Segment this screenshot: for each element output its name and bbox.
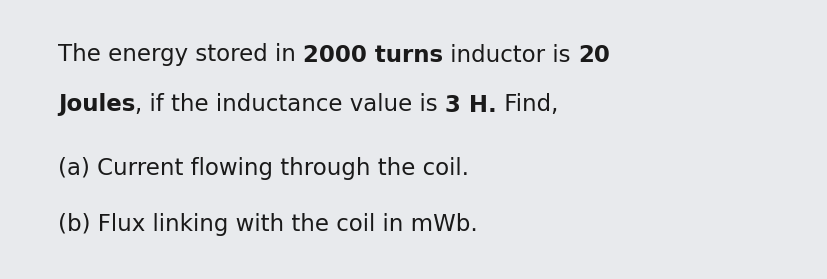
Text: Find,: Find, <box>496 93 557 117</box>
Text: , if the inductance value is: , if the inductance value is <box>135 93 445 117</box>
Text: Joules: Joules <box>58 93 135 117</box>
Text: inductor is: inductor is <box>442 44 577 66</box>
Text: 20: 20 <box>577 44 609 66</box>
Text: (b) Flux linking with the coil in mWb.: (b) Flux linking with the coil in mWb. <box>58 213 477 237</box>
Text: 2000 turns: 2000 turns <box>303 44 442 66</box>
Text: The energy stored in: The energy stored in <box>58 44 303 66</box>
Text: 3 H.: 3 H. <box>445 93 496 117</box>
Text: (a) Current flowing through the coil.: (a) Current flowing through the coil. <box>58 157 468 179</box>
